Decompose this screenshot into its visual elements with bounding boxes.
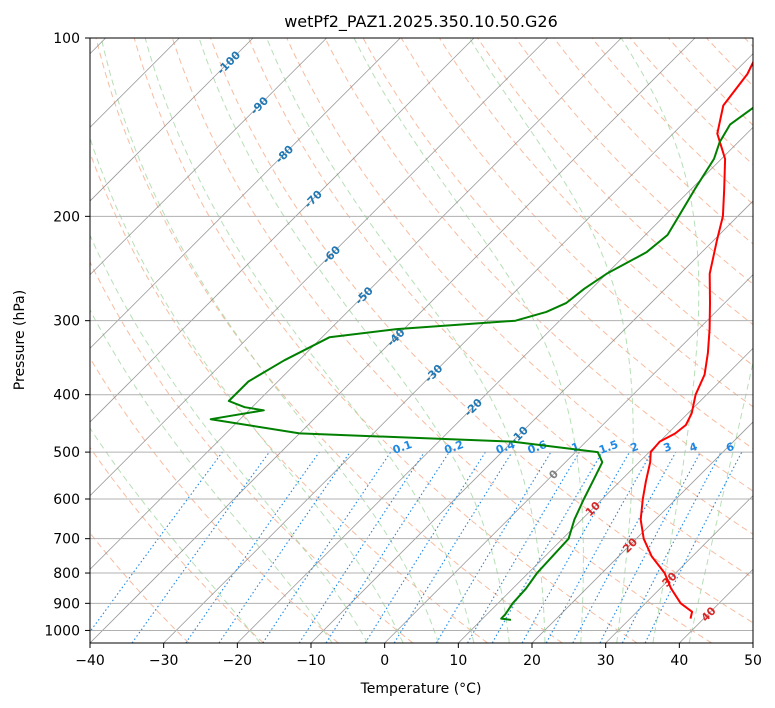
y-tick-label: 200 [53, 209, 80, 225]
mixing-ratio-line [298, 451, 425, 643]
moist-adiabat-line [144, 38, 475, 643]
dry-adiabat-line [90, 357, 339, 643]
mixing-ratio-label: 4 [688, 440, 700, 455]
dry-adiabat-line [515, 38, 753, 285]
mixing-ratio-line [325, 451, 450, 643]
mixing-ratio-label: 0.2 [443, 438, 466, 457]
isotherm-line [90, 38, 327, 276]
dry-adiabat-line [210, 38, 753, 624]
mixing-ratio-label: 2 [629, 440, 641, 455]
y-tick-label: 400 [53, 388, 80, 404]
y-tick-label: 800 [53, 566, 80, 582]
x-tick-label: 30 [597, 653, 615, 669]
mixing-ratio-line [131, 451, 270, 643]
mixing-ratio-labels: 0.10.20.40.611.52346810131620253036 [391, 438, 736, 457]
mixing-ratio-label: 1 [570, 440, 582, 455]
y-tick-label: 300 [53, 314, 80, 330]
moist-adiabat-line [198, 38, 510, 643]
x-axis: −40 −30 −20 −10 0 10 20 30 40 50 [75, 643, 762, 669]
isotherm-line [90, 38, 475, 423]
moist-adiabat-line [90, 136, 404, 643]
mixing-ratio-label: 0.4 [494, 438, 517, 457]
moist-adiabat-line [266, 38, 546, 643]
isotherm-line [237, 126, 753, 643]
mixing-ratio-line [262, 451, 392, 643]
x-tick-label: −10 [296, 653, 326, 669]
x-tick-label: −30 [149, 653, 179, 669]
y-tick-label: 100 [53, 31, 80, 47]
x-axis-title: Temperature (°C) [360, 681, 482, 697]
mixing-ratio-label: 3 [662, 440, 674, 455]
isotherm-line [384, 274, 753, 643]
mixing-ratio-label: 6 [724, 440, 736, 455]
y-axis: 100 200 300 400 500 600 700 800 900 1000 [44, 31, 90, 639]
isotherm-line [163, 53, 753, 643]
isotherm-line [458, 347, 753, 643]
mixing-ratio-line [572, 451, 677, 643]
moist-adiabat-line [100, 38, 439, 643]
x-tick-label: 0 [380, 653, 389, 669]
dry-adiabat-line [286, 38, 753, 535]
x-tick-label: 50 [744, 653, 762, 669]
isotherm-line [90, 38, 254, 202]
moist-adiabat-line [90, 427, 261, 643]
isotherm-line [531, 421, 753, 643]
dry-adiabat-line [133, 38, 638, 643]
mixing-ratio-label: 0.1 [391, 438, 414, 457]
moist-adiabat-line [353, 38, 584, 643]
y-tick-label: 500 [53, 445, 80, 461]
pressure-gridlines [90, 38, 753, 631]
x-tick-label: 10 [449, 653, 467, 669]
isotherm-line [310, 200, 753, 643]
y-tick-label: 600 [53, 492, 80, 508]
mixing-ratio-line [521, 451, 630, 643]
mixing-ratio-label: 1.5 [597, 438, 620, 457]
mixing-ratio-line [644, 451, 743, 643]
moist-adiabat-line [90, 233, 369, 643]
dry-adiabat-line [90, 260, 414, 643]
moist-adiabat-line [90, 309, 333, 643]
mixing-ratio-line [393, 451, 513, 643]
isotherm-line [90, 38, 622, 570]
mixing-ratio-label: 0.6 [526, 438, 549, 457]
x-tick-label: −20 [223, 653, 253, 669]
x-tick-label: −40 [75, 653, 105, 669]
dry-adiabat-line [95, 38, 563, 643]
mixing-ratio-line [90, 451, 223, 633]
y-axis-title: Pressure (hPa) [12, 290, 28, 390]
x-tick-label: 20 [523, 653, 541, 669]
y-tick-label: 900 [53, 596, 80, 612]
mixing-ratio-line [545, 451, 653, 643]
mixing-ratio-line [218, 451, 351, 643]
chart-title: wetPf2_PAZ1.2025.350.10.50.G26 [284, 12, 558, 32]
dry-adiabat-line [248, 38, 753, 579]
profile-series [209, 60, 753, 621]
dry-adiabat-line [324, 38, 753, 492]
moist-adiabat-line [688, 359, 753, 643]
dry-adiabat-line [171, 38, 712, 643]
plot-frame [89, 37, 754, 644]
reference-lines [90, 38, 753, 643]
isotherm-line [90, 38, 696, 643]
mixing-ratio-line [185, 451, 320, 643]
isotherm-line [605, 495, 753, 643]
moist-adiabat-line [620, 38, 700, 643]
isotherm-line [90, 38, 548, 497]
x-tick-label: 40 [670, 653, 688, 669]
temperature-profile-line [639, 60, 753, 619]
isotherm-line [90, 38, 401, 349]
dry-adiabat-line [90, 446, 264, 643]
y-tick-label: 700 [53, 532, 80, 548]
y-tick-label: 1000 [44, 623, 80, 639]
dewpoint-profile-line [209, 106, 753, 621]
